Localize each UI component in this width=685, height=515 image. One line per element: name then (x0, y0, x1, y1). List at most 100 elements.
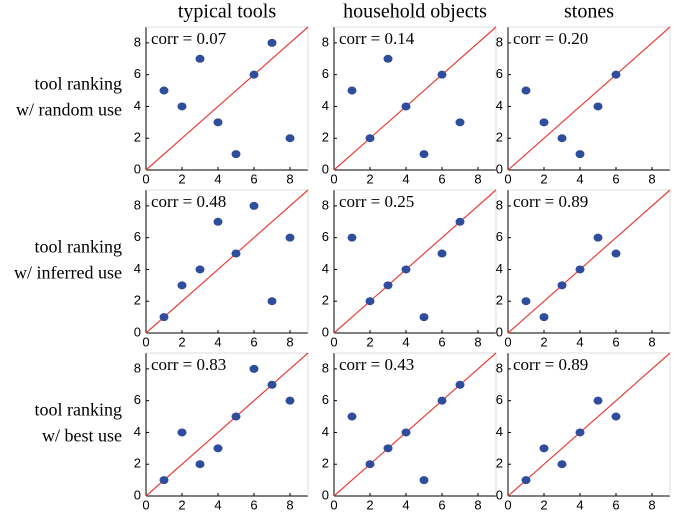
point (521, 86, 531, 95)
point (195, 265, 205, 274)
x-tick-label: 6 (438, 334, 445, 349)
point (437, 396, 447, 405)
point (539, 444, 549, 453)
diagonal-line (145, 26, 309, 171)
y-tick-label: 4 (496, 261, 503, 276)
x-tick-label: 0 (142, 334, 149, 349)
annotation: corr = 0.48 (151, 192, 226, 211)
point (611, 70, 621, 79)
point (365, 297, 375, 306)
y-tick-label: 6 (322, 392, 329, 407)
y-tick-label: 2 (496, 130, 503, 145)
point (419, 150, 429, 159)
diagonal-line (333, 352, 497, 497)
point (383, 281, 393, 290)
y-tick-label: 8 (496, 197, 503, 212)
x-tick-label: 8 (286, 334, 293, 349)
point (231, 249, 241, 258)
x-tick-label: 8 (286, 171, 293, 186)
point (539, 118, 549, 127)
y-tick-label: 2 (134, 293, 141, 308)
point (593, 102, 603, 111)
y-tick-label: 2 (322, 456, 329, 471)
y-tick-label: 4 (322, 424, 329, 439)
y-tick-label: 0 (322, 324, 329, 339)
y-tick-label: 8 (496, 360, 503, 375)
x-tick-label: 2 (540, 497, 547, 512)
y-tick-label: 0 (134, 324, 141, 339)
y-tick-label: 6 (496, 392, 503, 407)
x-tick-label: 2 (540, 334, 547, 349)
point (593, 396, 603, 405)
point (195, 460, 205, 469)
point (365, 460, 375, 469)
x-tick-label: 2 (178, 334, 185, 349)
x-tick-label: 0 (504, 334, 511, 349)
x-tick-label: 0 (142, 497, 149, 512)
point (249, 201, 259, 210)
point (437, 70, 447, 79)
annotation: corr = 0.43 (339, 355, 414, 374)
x-tick-label: 0 (330, 334, 337, 349)
y-tick-label: 4 (134, 98, 141, 113)
x-tick-label: 2 (366, 334, 373, 349)
point (213, 444, 223, 453)
y-tick-label: 4 (134, 424, 141, 439)
x-tick-label: 2 (366, 171, 373, 186)
x-tick-label: 8 (474, 497, 481, 512)
y-tick-label: 0 (134, 487, 141, 502)
x-tick-label: 4 (402, 497, 409, 512)
x-tick-label: 4 (576, 334, 583, 349)
diagonal-line (507, 26, 671, 171)
y-tick-label: 8 (134, 360, 141, 375)
x-tick-label: 8 (474, 171, 481, 186)
column-title: stones (564, 1, 614, 23)
annotation: corr = 0.89 (513, 192, 588, 211)
diagonal-line (507, 189, 671, 334)
x-tick-label: 6 (250, 171, 257, 186)
point (267, 380, 277, 389)
annotation: corr = 0.14 (339, 29, 415, 48)
y-tick-label: 0 (134, 161, 141, 176)
y-tick-label: 4 (134, 261, 141, 276)
point (401, 102, 411, 111)
y-tick-label: 2 (496, 293, 503, 308)
point (267, 297, 277, 306)
y-tick-label: 0 (496, 324, 503, 339)
x-tick-label: 6 (250, 334, 257, 349)
point (575, 265, 585, 274)
x-tick-label: 4 (402, 171, 409, 186)
point (177, 281, 187, 290)
y-tick-label: 8 (134, 34, 141, 49)
annotation: corr = 0.25 (339, 192, 414, 211)
point (557, 460, 567, 469)
column-title: household objects (343, 1, 487, 23)
point (213, 118, 223, 127)
annotation: corr = 0.83 (151, 355, 226, 374)
point (195, 54, 205, 63)
y-tick-label: 2 (134, 456, 141, 471)
y-tick-label: 0 (496, 487, 503, 502)
point (593, 233, 603, 242)
diagonal-line (507, 352, 671, 497)
y-tick-label: 2 (322, 293, 329, 308)
row-label: w/ best use (42, 426, 122, 446)
x-tick-label: 0 (504, 497, 511, 512)
point (419, 313, 429, 322)
point (575, 428, 585, 437)
x-tick-label: 8 (648, 334, 655, 349)
x-tick-label: 2 (366, 497, 373, 512)
x-tick-label: 0 (330, 497, 337, 512)
y-tick-label: 6 (322, 66, 329, 81)
point (383, 444, 393, 453)
x-tick-label: 0 (142, 171, 149, 186)
point (557, 134, 567, 143)
point (557, 281, 567, 290)
x-tick-label: 0 (504, 171, 511, 186)
x-tick-label: 4 (576, 171, 583, 186)
point (521, 297, 531, 306)
x-tick-label: 2 (178, 171, 185, 186)
x-tick-label: 4 (576, 497, 583, 512)
point (437, 249, 447, 258)
